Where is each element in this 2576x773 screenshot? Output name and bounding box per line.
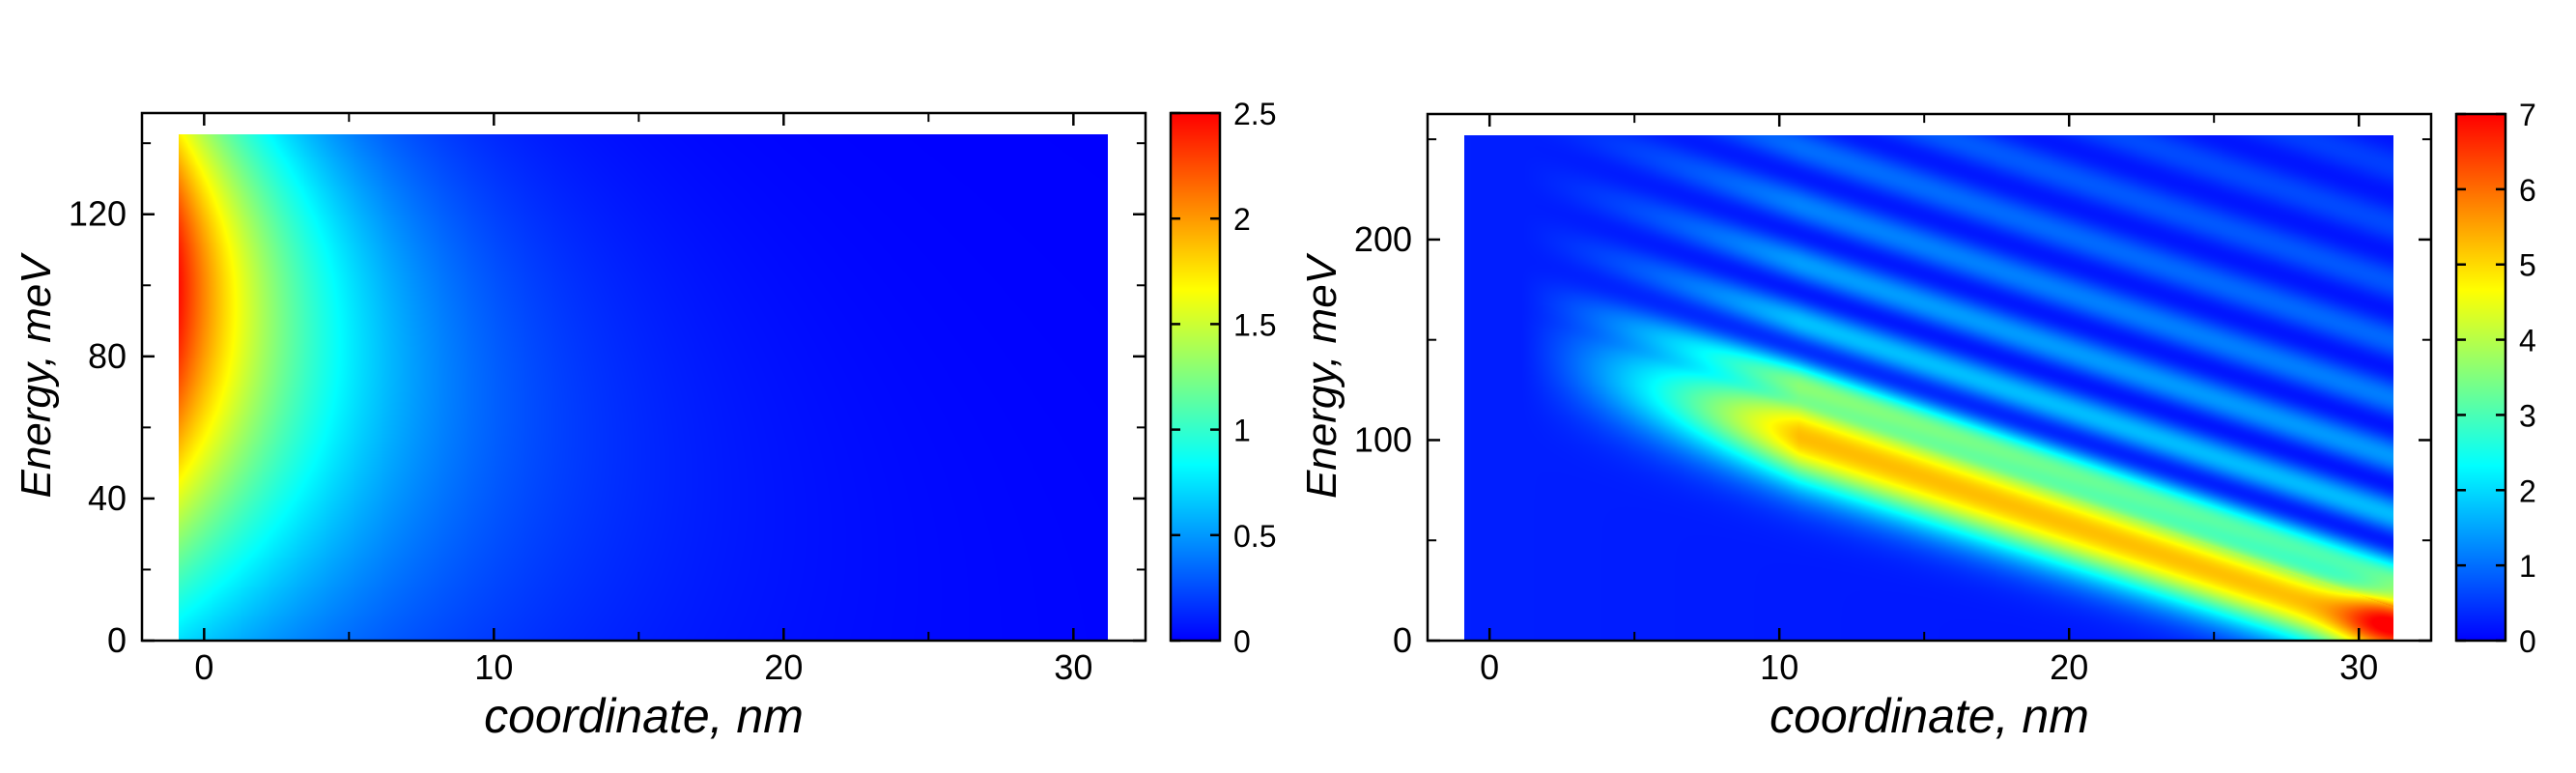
svg-text:1: 1 bbox=[2519, 549, 2536, 584]
svg-text:10: 10 bbox=[474, 647, 513, 687]
svg-text:coordinate, nm: coordinate, nm bbox=[1769, 689, 2089, 743]
svg-text:200: 200 bbox=[1354, 219, 1412, 259]
svg-text:100: 100 bbox=[1354, 419, 1412, 459]
svg-text:40: 40 bbox=[88, 478, 127, 518]
svg-text:30: 30 bbox=[1054, 647, 1092, 687]
svg-text:80: 80 bbox=[88, 336, 127, 376]
svg-text:2.5: 2.5 bbox=[1233, 97, 1276, 131]
svg-text:2: 2 bbox=[2519, 473, 2536, 508]
svg-text:20: 20 bbox=[764, 647, 803, 687]
svg-text:0: 0 bbox=[194, 647, 213, 687]
svg-text:5: 5 bbox=[2519, 248, 2536, 283]
svg-text:3: 3 bbox=[2519, 398, 2536, 433]
svg-text:120: 120 bbox=[69, 194, 127, 234]
svg-text:coordinate, nm: coordinate, nm bbox=[484, 689, 804, 743]
svg-text:0: 0 bbox=[1480, 647, 1499, 687]
svg-text:2: 2 bbox=[1233, 202, 1251, 237]
svg-text:1.5: 1.5 bbox=[1233, 307, 1276, 342]
svg-text:Energy, meV: Energy, meV bbox=[13, 252, 60, 499]
svg-text:7: 7 bbox=[2519, 98, 2536, 132]
svg-text:30: 30 bbox=[2339, 647, 2378, 687]
svg-text:1: 1 bbox=[1233, 414, 1251, 448]
svg-text:0: 0 bbox=[1233, 624, 1251, 659]
svg-text:0: 0 bbox=[1393, 620, 1412, 660]
svg-text:0: 0 bbox=[2519, 624, 2536, 659]
svg-text:20: 20 bbox=[2050, 647, 2088, 687]
svg-text:0: 0 bbox=[107, 620, 127, 660]
svg-text:6: 6 bbox=[2519, 173, 2536, 208]
svg-text:10: 10 bbox=[1760, 647, 1798, 687]
svg-text:Energy, meV: Energy, meV bbox=[1298, 252, 1345, 499]
svg-text:0.5: 0.5 bbox=[1233, 519, 1276, 554]
svg-text:4: 4 bbox=[2519, 324, 2536, 358]
